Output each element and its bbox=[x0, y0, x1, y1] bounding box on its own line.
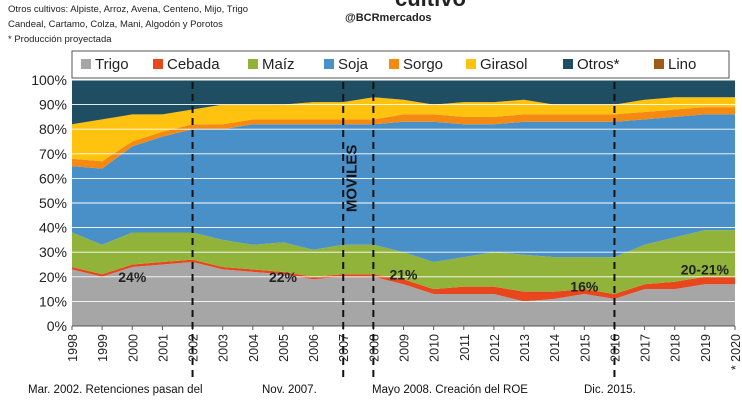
legend-swatch-2 bbox=[248, 59, 258, 69]
y-tick-label: 80% bbox=[39, 121, 67, 137]
trigo-share-label: 16% bbox=[570, 279, 599, 295]
y-tick-label: 0% bbox=[47, 318, 67, 334]
legend-swatch-7 bbox=[654, 59, 664, 69]
y-tick-label: 10% bbox=[39, 293, 67, 309]
x-tick-label: 2017 bbox=[639, 334, 653, 362]
legend-label: Lino bbox=[668, 56, 696, 73]
x-tick-label: 2001 bbox=[156, 334, 170, 362]
y-tick-label: 50% bbox=[39, 195, 67, 211]
y-tick-label: 20% bbox=[39, 269, 67, 285]
x-tick-label: 2015 bbox=[578, 334, 592, 362]
area-girasol bbox=[72, 97, 735, 162]
note-mar-2002: Mar. 2002. Retenciones pasan del bbox=[28, 384, 203, 396]
legend-label: Cebada bbox=[167, 56, 220, 73]
legend-swatch-1 bbox=[153, 59, 163, 69]
trigo-share-label: 22% bbox=[269, 269, 298, 285]
x-tick-label: 1999 bbox=[96, 334, 110, 362]
note-nov-2007: Nov. 2007. bbox=[262, 384, 317, 396]
area-cebada bbox=[72, 259, 735, 302]
x-tick-label: 2000 bbox=[126, 334, 140, 362]
legend-swatch-3 bbox=[324, 59, 334, 69]
legend-label: Girasol bbox=[480, 56, 528, 73]
x-tick-label: * 2020 bbox=[729, 334, 742, 370]
x-tick-label: 2006 bbox=[307, 334, 321, 362]
legend-label: Sorgo bbox=[403, 56, 443, 73]
legend-label: Soja bbox=[338, 56, 369, 73]
x-tick-label: 2004 bbox=[247, 334, 261, 362]
legend-label: Otros* bbox=[577, 56, 620, 73]
y-tick-label: 60% bbox=[39, 170, 67, 186]
x-tick-label: 1998 bbox=[66, 334, 80, 362]
legend-swatch-0 bbox=[81, 59, 91, 69]
trigo-share-label: 20-21% bbox=[681, 261, 730, 277]
y-tick-label: 90% bbox=[39, 97, 67, 113]
y-tick-label: 30% bbox=[39, 244, 67, 260]
x-tick-label: 2014 bbox=[548, 334, 562, 362]
x-tick-label: 2010 bbox=[428, 334, 442, 362]
x-tick-label: 2009 bbox=[398, 334, 412, 362]
chart-title-fragment: cultivo bbox=[395, 0, 466, 12]
other-crops-note-line2: Candeal, Cartamo, Colza, Mani, Algodón y… bbox=[8, 19, 223, 30]
area-otros bbox=[72, 80, 735, 125]
note-may-2008: Mayo 2008. Creación del ROE bbox=[372, 384, 528, 396]
area-sorgo bbox=[72, 107, 735, 169]
legend-label: Trigo bbox=[95, 56, 129, 73]
legend-box bbox=[71, 50, 730, 79]
x-tick-label: 2019 bbox=[699, 334, 713, 362]
projection-note: * Producción proyectada bbox=[8, 34, 112, 45]
x-tick-label: 2003 bbox=[217, 334, 231, 362]
y-tick-label: 40% bbox=[39, 220, 67, 236]
area-maíz bbox=[72, 230, 735, 294]
moviles-label: MOVILES bbox=[343, 145, 360, 213]
area-trigo bbox=[72, 262, 735, 326]
legend-label: Maíz bbox=[262, 56, 295, 73]
area-soja bbox=[72, 114, 735, 263]
bcr-handle: @BCRmercados bbox=[345, 12, 432, 24]
legend-swatch-4 bbox=[389, 59, 399, 69]
legend-swatch-6 bbox=[563, 59, 573, 69]
other-crops-note-line1: Otros cultivos: Alpiste, Arroz, Avena, C… bbox=[8, 4, 249, 15]
y-tick-label: 70% bbox=[39, 146, 67, 162]
x-tick-label: 2018 bbox=[669, 334, 683, 362]
x-tick-label: 2005 bbox=[277, 334, 291, 362]
x-tick-label: 2013 bbox=[518, 334, 532, 362]
trigo-share-label: 24% bbox=[118, 269, 147, 285]
trigo-share-label: 21% bbox=[389, 266, 418, 282]
x-tick-label: 2012 bbox=[488, 334, 502, 362]
x-tick-label: 2011 bbox=[458, 334, 472, 361]
y-tick-label: 100% bbox=[31, 72, 67, 88]
note-dec-2015: Dic. 2015. bbox=[584, 384, 636, 396]
legend-swatch-5 bbox=[466, 59, 476, 69]
